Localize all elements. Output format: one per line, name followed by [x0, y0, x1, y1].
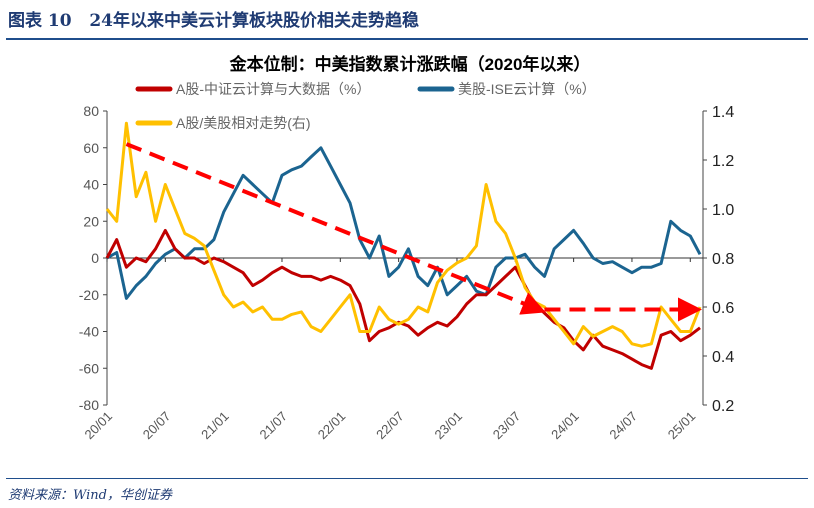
x-tick-label: 24/07 — [606, 409, 640, 443]
source-note: 资料来源：Wind，华创证券 — [8, 488, 172, 503]
figure-header: 图表 10 24年以来中美云计算板块股价相关走势趋稳 — [8, 6, 419, 31]
x-tick-label: 21/01 — [198, 409, 232, 443]
axes: 80 60 40 20 0 -20 -40 -60 -80 1.4 1.2 1.0 0.8 0.6 0.4 0… — [79, 103, 735, 442]
x-tick-label: 21/07 — [256, 409, 290, 443]
legend: A股-中证云计算与大数据（%） 美股-ISE云计算（%） A股/美股相对走势(右) — [135, 81, 596, 131]
right-tick-label: 0.8 — [712, 251, 734, 268]
footer-divider — [6, 478, 808, 479]
right-tick-label: 0.2 — [712, 398, 734, 415]
series-lines — [105, 121, 702, 370]
chart: 金本位制：中美指数累计涨跌幅（2020年以来） A股-中证云计算与大数据（%） 美… — [79, 54, 735, 442]
right-tick-label: 1.0 — [712, 202, 734, 219]
left-tick-label: 80 — [83, 103, 99, 119]
left-tick-label: 20 — [83, 213, 99, 229]
legend-label: A股-中证云计算与大数据（%） — [176, 81, 370, 97]
right-tick-label: 1.4 — [712, 104, 734, 121]
chart-title: 金本位制：中美指数累计涨跌幅（2020年以来） — [229, 54, 591, 74]
right-tick-label: 0.4 — [712, 349, 734, 366]
right-tick-label: 1.2 — [712, 153, 734, 170]
series-line-1 — [106, 146, 702, 300]
series-line-0 — [105, 228, 701, 370]
x-tick-label: 20/07 — [140, 409, 174, 443]
x-tick-label: 24/01 — [548, 409, 582, 443]
header-divider — [6, 38, 808, 40]
left-tick-label: -20 — [79, 287, 99, 303]
left-tick-label: 40 — [83, 177, 99, 193]
x-tick-label: 23/07 — [490, 409, 524, 443]
legend-label: 美股-ISE云计算（%） — [458, 81, 596, 97]
series-line-2 — [105, 121, 702, 348]
right-tick-label: 0.6 — [712, 300, 734, 317]
left-tick-label: -60 — [79, 360, 99, 376]
figure-title: 24年以来中美云计算板块股价相关走势趋稳 — [89, 11, 420, 31]
figure-label: 图表 10 — [8, 11, 72, 31]
x-tick-label: 22/01 — [315, 409, 349, 443]
x-tick-label: 20/01 — [82, 409, 116, 443]
x-tick-label: 23/01 — [431, 409, 465, 443]
legend-label: A股/美股相对走势(右) — [176, 115, 311, 131]
annotations — [125, 142, 702, 322]
left-tick-label: 60 — [83, 140, 99, 156]
left-tick-label: 0 — [91, 250, 99, 266]
x-tick-label: 25/01 — [665, 409, 699, 443]
x-tick-label: 22/07 — [373, 409, 407, 443]
left-tick-label: -40 — [79, 324, 99, 340]
left-tick-label: -80 — [79, 397, 99, 413]
